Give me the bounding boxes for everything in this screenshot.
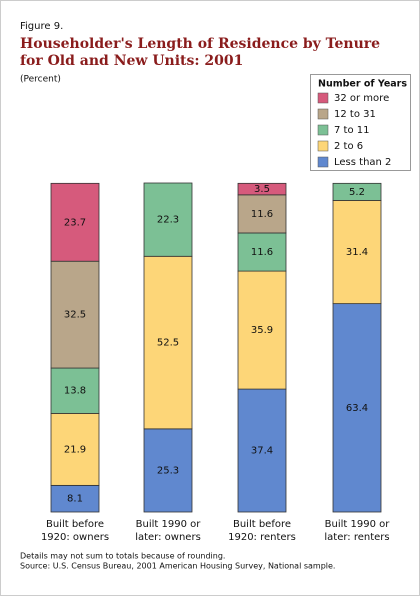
value-label: 5.2 — [349, 187, 365, 198]
legend-label: 12 to 31 — [334, 109, 376, 120]
legend-swatch — [317, 92, 329, 104]
bar-segment — [237, 270, 287, 390]
value-label: 52.5 — [157, 338, 179, 349]
legend-label: 2 to 6 — [334, 141, 363, 152]
value-label: 37.4 — [251, 446, 273, 457]
legend-label: 32 or more — [334, 93, 389, 104]
bar-segment — [332, 303, 382, 513]
value-label: 11.6 — [251, 209, 273, 220]
x-tick-label: Built 1990 or — [136, 519, 202, 530]
bar-segment — [237, 182, 287, 196]
x-tick-label: Built before — [46, 519, 104, 530]
x-tick-label: 1920: renters — [228, 532, 296, 543]
note: Details may not sum to totals because of… — [20, 552, 225, 561]
legend-title: Number of Years — [318, 79, 407, 90]
legend-label: 7 to 11 — [334, 125, 369, 136]
value-label: 23.7 — [64, 217, 86, 228]
value-label: 8.1 — [67, 494, 83, 505]
legend-swatch — [317, 108, 329, 120]
value-label: 63.4 — [346, 403, 368, 414]
note: Source: U.S. Census Bureau, 2001 America… — [20, 562, 335, 571]
value-label: 13.8 — [64, 386, 86, 397]
legend-swatch — [317, 140, 329, 152]
x-tick-label: Built 1990 or — [325, 519, 391, 530]
x-tick-label: later: owners — [135, 532, 201, 543]
legend-label: Less than 2 — [334, 157, 391, 168]
value-label: 21.9 — [64, 444, 86, 455]
value-label: 35.9 — [251, 325, 273, 336]
bar-segment — [332, 182, 382, 201]
bar-segment — [332, 200, 382, 305]
figure-label: Figure 9. — [20, 21, 63, 32]
value-label: 25.3 — [157, 465, 179, 476]
value-label: 11.6 — [251, 247, 273, 258]
bar-segment — [50, 412, 100, 486]
value-label: 3.5 — [254, 184, 270, 195]
value-label: 31.4 — [346, 247, 368, 258]
bar-segment — [50, 367, 100, 414]
bar-segment — [50, 260, 100, 369]
legend-box — [310, 74, 411, 171]
subtitle: (Percent) — [20, 75, 61, 85]
bar-segment — [237, 232, 287, 272]
x-tick-label: later: renters — [324, 532, 389, 543]
legend-swatch — [317, 156, 329, 168]
bar-segment — [143, 182, 193, 257]
legend-swatch — [317, 124, 329, 136]
value-label: 32.5 — [64, 310, 86, 321]
bar-segment — [143, 255, 193, 430]
x-tick-label: 1920: owners — [41, 532, 109, 543]
bar-segment — [50, 182, 100, 262]
x-tick-label: Built before — [233, 519, 291, 530]
bar-segment — [237, 388, 287, 513]
chart-title: Householder's Length of Residence by Ten… — [20, 36, 380, 52]
bar-segment — [143, 428, 193, 513]
value-label: 22.3 — [157, 215, 179, 226]
chart-title: for Old and New Units: 2001 — [20, 53, 243, 69]
